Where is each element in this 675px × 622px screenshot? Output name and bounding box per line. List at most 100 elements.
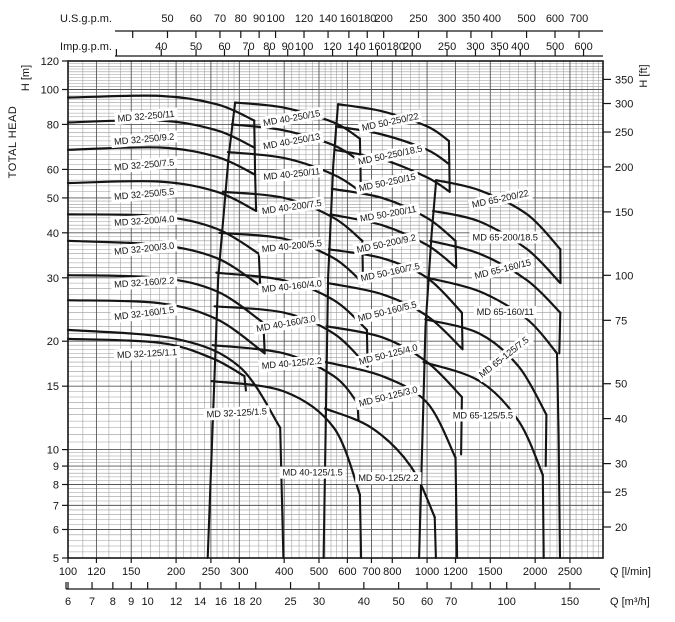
top-tick-label: 300: [438, 13, 456, 25]
left-tick-label: 8: [53, 479, 59, 491]
bottom-tick-label: 150: [122, 566, 140, 578]
curve-label: MD 32-250/9.2: [110, 130, 178, 149]
curve-label-box: [114, 107, 178, 125]
curve-label-text: MD 65-200/18.5: [473, 232, 538, 242]
right-tick-label: 75: [615, 315, 627, 327]
curve-label: MD 50-160/7.5: [356, 259, 424, 285]
curve-label-box: [110, 156, 178, 174]
pump-curve: [211, 344, 359, 404]
top-tick-label: 250: [438, 41, 456, 53]
range-limit-line: [358, 493, 363, 560]
curve-label-box: [354, 169, 420, 195]
top-tick-label: 600: [574, 41, 592, 53]
bottom2-tick-label: 25: [284, 596, 296, 608]
bottom-tick-label: 600: [338, 566, 356, 578]
curve-label-box: [354, 382, 422, 411]
range-limit-line: [460, 311, 464, 351]
top-tick-label: 180: [387, 41, 405, 53]
range-limit-line: [279, 426, 285, 560]
curve-label-box: [110, 212, 178, 230]
bottom-tick-label: 1500: [478, 566, 502, 578]
curve-label-box: [473, 306, 537, 319]
curve-label: MD 65-200/18.5: [469, 231, 541, 244]
bottom-tick-label: 1200: [443, 566, 467, 578]
curve-label: MD 50-200/9.2: [352, 230, 420, 257]
left-tick-label: 100: [41, 85, 59, 97]
left-tick-label: 120: [41, 56, 59, 68]
curve-label: MD 65-125/5.5: [449, 409, 516, 422]
bottom2-tick-label: 20: [250, 596, 262, 608]
axis-top-imp-gpm-title: Imp.g.p.m.: [60, 41, 112, 53]
curve-label-text: MD 32-250/11: [117, 109, 175, 124]
bottom2-tick-label: 50: [393, 596, 405, 608]
curve-label-box: [110, 274, 178, 291]
curve-label: MD 40-250/11: [259, 164, 324, 184]
curve-label-text: MD 40-160/3.0: [255, 314, 316, 334]
curve-label-box: [469, 231, 541, 244]
curve-labels: MD 32-250/11 MD 32-250/9.2 MD 32-250/7.5 MD…: [110, 106, 541, 485]
axis-bottom-lmin: 100 120 150 200 250 300 400 500 600 700 800 1000 120…: [59, 558, 651, 578]
right-tick-label: 350: [615, 74, 633, 86]
pump-curve: [66, 213, 260, 255]
left-tick-label: 60: [47, 164, 59, 176]
curve-label-text: MD 32-125/1.5: [206, 406, 267, 419]
curve-label: MD 50-250/15: [354, 169, 420, 195]
curve-label-box: [203, 405, 271, 421]
curve-label-text: MD 32-200/4.0: [114, 214, 175, 228]
left-tick-label: 10: [47, 445, 59, 457]
top-tick-label: 100: [266, 13, 284, 25]
top-tick-label: 160: [368, 41, 386, 53]
top-tick-label: 60: [218, 41, 230, 53]
bottom-tick-label: 2500: [558, 566, 582, 578]
range-limit-line: [447, 139, 451, 193]
bottom2-tick-label: 16: [215, 596, 227, 608]
curve-label-text: MD 40-125/1.5: [282, 468, 342, 478]
curve-label-box: [258, 236, 326, 256]
curve-label-box: [352, 230, 420, 257]
pump-curve: [334, 125, 451, 166]
right-tick-label: 150: [615, 207, 633, 219]
pump-curve: [66, 274, 265, 324]
curve-label: MD 40-125/1.5: [279, 466, 346, 479]
left-tick-label: 40: [47, 228, 59, 240]
pump-curve: [210, 379, 361, 496]
curve-label-box: [258, 196, 326, 218]
curve-label: MD 32-160/2.2: [110, 274, 178, 291]
curve-label-box: [252, 312, 320, 336]
curve-label-box: [355, 472, 422, 485]
bottom2-tick-label: 6: [65, 596, 71, 608]
curve-label-box: [258, 276, 326, 296]
left-tick-label: 20: [47, 336, 59, 348]
curve-label-box: [110, 239, 178, 259]
curve-label-box: [110, 185, 178, 204]
curve-label-box: [449, 409, 516, 422]
bottom2-tick-label: 150: [561, 596, 579, 608]
bottom2-tick-label: 60: [421, 596, 433, 608]
curve-label-box: [474, 332, 534, 383]
top-tick-label: 400: [483, 13, 501, 25]
top-tick-label: 500: [546, 41, 564, 53]
top-tick-label: 100: [295, 41, 313, 53]
right-tick-label: 50: [615, 379, 627, 391]
top-tick-label: 90: [282, 41, 294, 53]
pump-curve: [66, 337, 246, 378]
curve-label-box: [259, 130, 325, 153]
bottom2-tick-label: 9: [128, 596, 134, 608]
pump-curve: [66, 299, 266, 355]
bottom-tick-label: 1000: [415, 566, 439, 578]
curve-label-box: [467, 186, 533, 212]
curve-label-box: [110, 130, 178, 149]
curve-label-text: MD 65-160/11: [477, 307, 534, 317]
range-limit-line: [454, 456, 459, 560]
range-limit-line: [555, 352, 562, 560]
curve-label-box: [470, 255, 536, 283]
top-tick-label: 300: [466, 41, 484, 53]
pump-curve: [226, 151, 362, 193]
curve-label-box: [259, 106, 325, 130]
left-tick-label: 15: [47, 381, 59, 393]
range-limit-line: [206, 101, 237, 560]
axis-left-head-m: 5 6 7 8 9 10 15 20 30 40 50 60 80 100 120 H [m] TOTAL HE…: [7, 56, 68, 565]
right-tick-label: 25: [615, 487, 627, 499]
